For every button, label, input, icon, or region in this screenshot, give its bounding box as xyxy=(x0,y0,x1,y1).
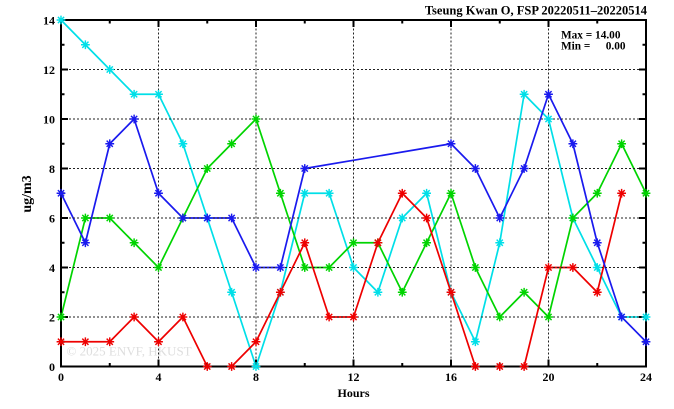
svg-text:4: 4 xyxy=(49,261,55,275)
svg-text:16: 16 xyxy=(445,370,457,384)
svg-text:12: 12 xyxy=(43,63,55,77)
svg-text:24: 24 xyxy=(640,370,652,384)
svg-text:10: 10 xyxy=(43,113,55,127)
svg-text:ug/m3: ug/m3 xyxy=(20,175,35,212)
svg-text:Min =: Min = xyxy=(561,41,590,53)
svg-text:0: 0 xyxy=(49,360,55,374)
svg-text:0: 0 xyxy=(58,370,64,384)
svg-text:12: 12 xyxy=(348,370,360,384)
svg-text:4: 4 xyxy=(156,370,162,384)
svg-text:8: 8 xyxy=(49,162,55,176)
svg-text:2: 2 xyxy=(49,311,55,325)
svg-text:14: 14 xyxy=(43,14,55,28)
svg-text:© 2025 ENVF, HKUST: © 2025 ENVF, HKUST xyxy=(67,344,192,359)
svg-text:6: 6 xyxy=(49,212,55,226)
svg-text:0.00: 0.00 xyxy=(606,41,626,53)
svg-text:8: 8 xyxy=(253,370,259,384)
svg-text:Tseung Kwan O, FSP 20220511–20: Tseung Kwan O, FSP 20220511–20220514 xyxy=(425,3,648,17)
svg-text:Hours: Hours xyxy=(337,386,369,400)
svg-text:Max = 14.00: Max = 14.00 xyxy=(561,30,621,42)
svg-text:20: 20 xyxy=(543,370,555,384)
